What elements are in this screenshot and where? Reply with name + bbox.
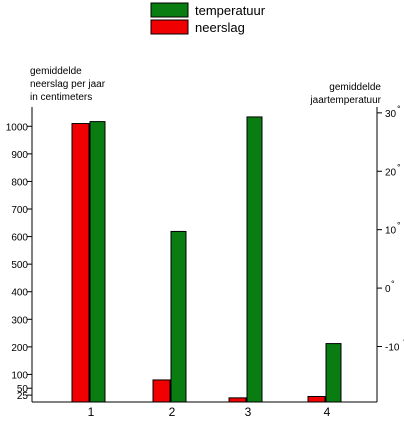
left-tick-label: 600 <box>11 233 28 244</box>
right-axis-title: gemiddelde jaartemperatuur <box>309 82 381 106</box>
x-axis-ticks: 1 2 3 4 <box>88 405 331 419</box>
left-tick-label: 800 <box>11 177 28 188</box>
right-tick-label: 0 <box>385 284 391 295</box>
left-axis-title: gemiddelde neerslag per jaar in centimeter… <box>30 66 106 103</box>
x-tick-label: 2 <box>169 405 176 419</box>
bar-temperatuur-1 <box>89 121 106 403</box>
bar-temperatuur-4 <box>325 343 342 403</box>
right-tick-degree: ° <box>397 221 401 231</box>
x-tick-label: 3 <box>245 405 252 419</box>
left-tick-label: 25 <box>17 391 29 402</box>
bar-neerslag-4 <box>307 395 326 403</box>
bar-neerslag-2 <box>152 379 171 403</box>
bar-neerslag-3 <box>228 397 247 403</box>
bar-neerslag-1 <box>71 123 90 403</box>
right-axis-ticks: -10°0°10°20°30° <box>377 104 404 354</box>
left-axis-title-line: in centimeters <box>30 92 92 103</box>
right-axis-title-line: jaartemperatuur <box>309 95 381 106</box>
right-tick-label: 30 <box>385 109 397 120</box>
left-tick-label: 900 <box>11 150 28 161</box>
left-tick-label: 400 <box>11 288 28 299</box>
right-tick-label: -10 <box>385 343 400 354</box>
right-axis-title-line: gemiddelde <box>329 82 381 93</box>
bar-temperatuur-3 <box>246 116 263 403</box>
x-tick-label: 4 <box>324 405 331 419</box>
left-tick-label: 500 <box>11 260 28 271</box>
left-axis-title-line: gemiddelde <box>30 66 82 77</box>
right-tick-label: 10 <box>385 226 397 237</box>
legend-swatch-temperatuur <box>150 2 189 18</box>
x-tick-label: 1 <box>88 405 95 419</box>
legend-label-temperatuur: temperatuur <box>195 3 266 18</box>
right-tick-degree: ° <box>391 279 395 289</box>
left-axis-title-line: neerslag per jaar <box>30 79 106 90</box>
legend-label-neerslag: neerslag <box>195 20 245 35</box>
left-tick-label: 50 <box>17 384 29 395</box>
right-tick-degree: ° <box>397 162 401 172</box>
bar-temperatuur-2 <box>170 230 187 403</box>
bars <box>71 116 342 403</box>
plot-frame <box>31 107 378 403</box>
left-tick-label: 100 <box>11 370 28 381</box>
left-tick-label: 200 <box>11 343 28 354</box>
legend-swatch-neerslag <box>150 19 189 35</box>
legend: temperatuur neerslag <box>150 2 266 35</box>
left-tick-label: 300 <box>11 315 28 326</box>
right-tick-degree: ° <box>397 104 401 114</box>
left-tick-label: 700 <box>11 205 28 216</box>
right-tick-label: 20 <box>385 167 397 178</box>
left-tick-label: 1000 <box>6 122 29 133</box>
